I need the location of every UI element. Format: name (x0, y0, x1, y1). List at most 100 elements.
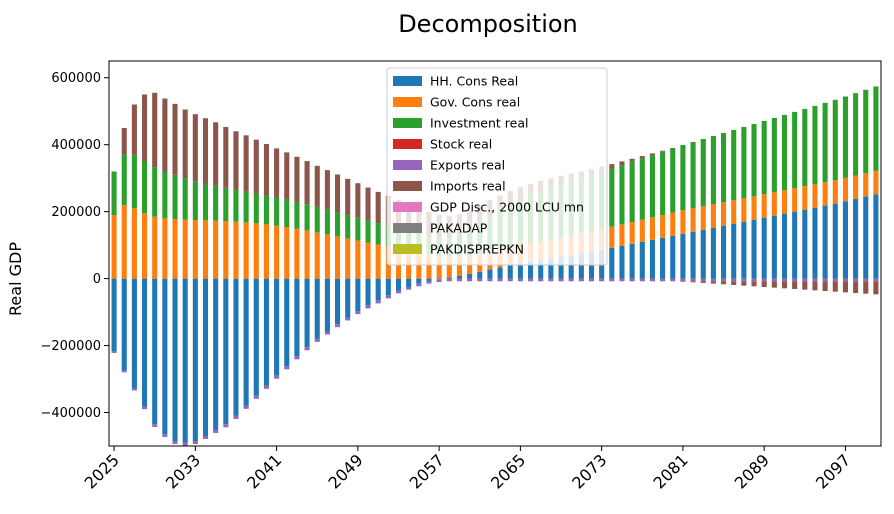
bar (355, 183, 361, 218)
bar (507, 265, 513, 279)
bar (202, 220, 209, 279)
bar (233, 189, 239, 222)
bar (233, 221, 239, 279)
bar (426, 280, 432, 284)
bar (233, 278, 239, 416)
bar (660, 151, 666, 215)
bar (253, 223, 259, 279)
bar (294, 278, 300, 357)
bar (202, 278, 209, 436)
bar (741, 278, 747, 282)
legend-label: PAKADAP (430, 221, 488, 236)
bar (192, 181, 198, 221)
bar (863, 196, 869, 279)
bar (304, 347, 310, 351)
bar (172, 103, 178, 175)
bar (670, 148, 676, 213)
bar (832, 180, 838, 204)
bar (517, 263, 523, 279)
bar (528, 278, 534, 282)
legend-label: PAKDISPREPKN (430, 242, 524, 257)
bar (517, 278, 523, 282)
bar (446, 256, 452, 278)
bar (568, 278, 574, 282)
bar (649, 153, 655, 156)
bar (578, 278, 584, 282)
bar (710, 227, 716, 279)
bar (548, 278, 554, 282)
bar (497, 267, 503, 279)
bar (263, 278, 269, 386)
bar (639, 219, 645, 242)
legend-box (386, 67, 608, 266)
bar (456, 278, 462, 282)
bar (223, 424, 229, 428)
bar (355, 311, 361, 315)
bar (324, 331, 330, 335)
bar (670, 212, 676, 236)
bar (446, 277, 452, 279)
bar (406, 278, 412, 287)
bar (314, 232, 320, 279)
bar (436, 256, 442, 279)
legend-entry: HH. Cons Real (393, 74, 518, 89)
bar (700, 281, 706, 283)
bar (873, 170, 879, 195)
bar (812, 105, 818, 185)
bar (192, 114, 198, 182)
bar (558, 278, 564, 282)
bar (253, 278, 259, 396)
bar (822, 102, 828, 183)
y-tick-label: 200000 (51, 205, 101, 220)
bar (274, 225, 280, 279)
bar (284, 227, 290, 279)
bar (172, 174, 178, 220)
bar (223, 187, 229, 222)
bar (670, 235, 676, 279)
bar (375, 300, 381, 304)
axes-frame (108, 60, 882, 447)
bar (721, 225, 727, 279)
bar (345, 215, 351, 239)
bar (345, 178, 351, 215)
bar (274, 148, 280, 198)
legend-label: HH. Cons Real (430, 74, 518, 89)
bar (152, 424, 158, 427)
legend-label: Imports real (430, 179, 506, 194)
bar (802, 278, 808, 282)
bar (832, 281, 838, 292)
legend-swatch (393, 97, 422, 107)
bar (609, 164, 615, 169)
bar (863, 281, 869, 294)
bar (152, 216, 158, 279)
x-tick-label: 2089 (731, 450, 773, 492)
bar (355, 278, 361, 312)
bar (253, 139, 259, 194)
bar (731, 129, 737, 201)
bar (446, 278, 452, 282)
chart-title: Decomposition (398, 10, 578, 38)
bar (294, 356, 300, 360)
legend-swatch (393, 181, 422, 191)
bar (365, 305, 371, 309)
bar (558, 256, 564, 279)
bar (660, 215, 666, 238)
bar (243, 191, 249, 223)
y-tick-label: −400000 (40, 406, 101, 421)
bar (213, 278, 219, 430)
bar (375, 223, 381, 245)
bar (609, 226, 615, 248)
bar (202, 183, 209, 221)
bar (345, 278, 351, 318)
bar (853, 198, 859, 279)
bar (832, 99, 838, 181)
bar (700, 229, 706, 279)
bar (223, 278, 229, 425)
bar (243, 405, 249, 409)
bar (274, 278, 280, 376)
bar (192, 278, 198, 441)
bar (639, 156, 645, 159)
bar (314, 338, 320, 342)
bar (477, 278, 483, 282)
bar (792, 111, 798, 189)
